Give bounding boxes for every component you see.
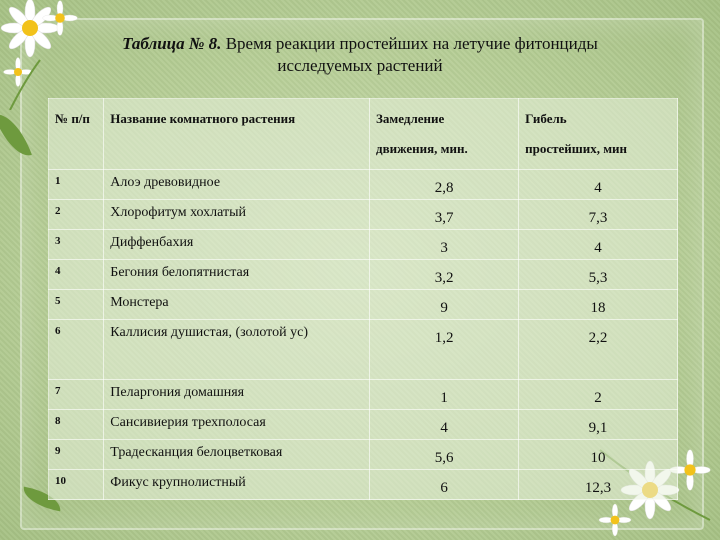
title-bold: Таблица № 8. <box>122 34 222 53</box>
table-row: 6 Каллисия душистая, (золотой ус) 1,2 2,… <box>47 319 678 380</box>
row-name: Фикус крупнолистный <box>103 469 371 500</box>
row-slowdown: 3,7 <box>369 199 520 230</box>
row-name: Каллисия душистая, (золотой ус) <box>103 319 371 380</box>
header-col2-line2: простейших, мин <box>525 141 628 156</box>
row-death: 9,1 <box>518 409 678 440</box>
table-row: 10 Фикус крупнолистный 6 12,3 <box>47 469 678 500</box>
row-death: 10 <box>518 439 678 470</box>
header-num: № п/п <box>47 98 105 170</box>
header-name: Название комнатного растения <box>103 98 371 170</box>
header-col1-line2: движения, мин. <box>376 141 468 156</box>
row-death: 5,3 <box>518 259 678 290</box>
row-death: 18 <box>518 289 678 320</box>
table-row: 3 Диффенбахия 3 4 <box>47 229 678 260</box>
row-name: Монстера <box>103 289 371 320</box>
row-num: 4 <box>47 259 105 290</box>
row-num: 1 <box>47 169 105 200</box>
table-row: 5 Монстера 9 18 <box>47 289 678 320</box>
row-num: 3 <box>47 229 105 260</box>
row-name: Сансивиерия трехполосая <box>103 409 371 440</box>
row-num: 7 <box>47 379 105 410</box>
table-header-row: № п/п Название комнатного растения Замед… <box>47 98 678 170</box>
decorative-frame <box>20 18 704 530</box>
table-row: 2 Хлорофитум хохлатый 3,7 7,3 <box>47 199 678 230</box>
row-num: 9 <box>47 439 105 470</box>
row-name: Пеларгония домашняя <box>103 379 371 410</box>
reaction-time-table: № п/п Название комнатного растения Замед… <box>47 98 678 500</box>
daisy-decoration-top-left <box>0 0 78 110</box>
row-name: Диффенбахия <box>103 229 371 260</box>
row-num: 5 <box>47 289 105 320</box>
table-row: 1 Алоэ древовидное 2,8 4 <box>47 169 678 200</box>
table-row: 9 Традесканция белоцветковая 5,6 10 <box>47 439 678 470</box>
header-col1-line1: Замедление <box>376 111 445 126</box>
header-col2: Гибель простейших, мин <box>518 98 678 170</box>
row-slowdown: 5,6 <box>369 439 520 470</box>
row-num: 6 <box>47 319 105 380</box>
row-death: 4 <box>518 169 678 200</box>
row-num: 2 <box>47 199 105 230</box>
page-title: Таблица № 8. Время реакции простейших на… <box>60 33 660 77</box>
row-slowdown: 4 <box>369 409 520 440</box>
table-row: 8 Сансивиерия трехполосая 4 9,1 <box>47 409 678 440</box>
row-num: 8 <box>47 409 105 440</box>
row-name: Хлорофитум хохлатый <box>103 199 371 230</box>
row-slowdown: 1 <box>369 379 520 410</box>
row-name: Алоэ древовидное <box>103 169 371 200</box>
row-death: 7,3 <box>518 199 678 230</box>
row-name: Традесканция белоцветковая <box>103 439 371 470</box>
row-slowdown: 3 <box>369 229 520 260</box>
header-col1: Замедление движения, мин. <box>369 98 520 170</box>
row-death: 2,2 <box>518 319 678 380</box>
row-name: Бегония белопятнистая <box>103 259 371 290</box>
row-death: 12,3 <box>518 469 678 500</box>
table-row: 4 Бегония белопятнистая 3,2 5,3 <box>47 259 678 290</box>
table-row: 7 Пеларгония домашняя 1 2 <box>47 379 678 410</box>
row-slowdown: 9 <box>369 289 520 320</box>
row-slowdown: 1,2 <box>369 319 520 380</box>
row-slowdown: 6 <box>369 469 520 500</box>
row-slowdown: 2,8 <box>369 169 520 200</box>
row-death: 4 <box>518 229 678 260</box>
title-line2: исследуемых растений <box>277 56 443 75</box>
header-col2-line1: Гибель <box>525 111 567 126</box>
row-num: 10 <box>47 469 105 500</box>
row-slowdown: 3,2 <box>369 259 520 290</box>
row-death: 2 <box>518 379 678 410</box>
title-rest: Время реакции простейших на летучие фито… <box>221 34 598 53</box>
